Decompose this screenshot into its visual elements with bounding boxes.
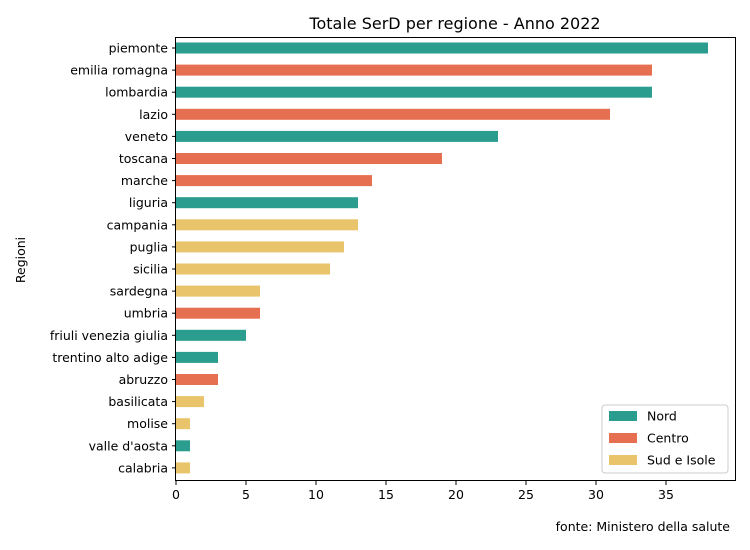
legend-swatch: [609, 455, 637, 465]
bar-1: [176, 64, 652, 76]
bar-9: [176, 241, 344, 253]
y-tick-label: sardegna: [110, 284, 168, 299]
y-tick-label: toscana: [119, 151, 168, 166]
bar-5: [176, 153, 442, 164]
bars-layer: [176, 42, 708, 474]
y-tick-label: trentino alto adige: [52, 350, 168, 365]
x-tick-label: 30: [588, 487, 604, 502]
legend-label: Nord: [647, 409, 677, 424]
x-tick-label: 20: [448, 487, 464, 502]
bar-7: [176, 197, 358, 209]
y-tick-label: molise: [127, 416, 168, 431]
x-tick-label: 10: [308, 487, 324, 502]
y-tick-label: lazio: [139, 107, 168, 122]
y-tick-label: umbria: [124, 306, 168, 321]
y-tick-label: marche: [121, 173, 168, 188]
bar-14: [176, 351, 218, 363]
x-tick-labels: 0 5 10 15 20 25 30 35: [172, 481, 674, 502]
x-tick-label: 25: [518, 487, 534, 502]
x-tick-label: 5: [242, 487, 250, 502]
bar-6: [176, 175, 372, 187]
bar-3: [176, 108, 610, 120]
bar-19: [176, 462, 190, 474]
y-tick-label: basilicata: [108, 394, 168, 409]
bar-4: [176, 130, 498, 142]
y-tick-label: emilia romagna: [70, 63, 168, 78]
bar-8: [176, 219, 358, 231]
y-axis-label: Regioni: [13, 237, 28, 283]
legend-label: Sud e Isole: [647, 453, 716, 468]
bar-16: [176, 396, 204, 408]
legend-label: Centro: [647, 431, 689, 446]
x-tick-label: 15: [378, 487, 394, 502]
y-tick-label: friuli venezia giulia: [50, 328, 168, 343]
source-note: fonte: Ministero della salute: [555, 519, 730, 534]
bar-15: [176, 374, 218, 385]
bar-10: [176, 263, 330, 275]
y-tick-label: puglia: [130, 239, 168, 254]
y-tick-label: valle d'aosta: [89, 438, 168, 453]
bar-18: [176, 440, 190, 452]
legend-swatch: [609, 411, 637, 421]
bar-2: [176, 86, 652, 98]
y-tick-label: calabria: [118, 460, 168, 475]
bar-17: [176, 418, 190, 430]
bar-12: [176, 307, 260, 319]
bar-11: [176, 285, 260, 297]
bar-0: [176, 42, 708, 54]
y-tick-label: piemonte: [109, 41, 169, 56]
x-tick-label: 0: [172, 487, 180, 502]
legend-swatch: [609, 433, 637, 443]
y-tick-label: veneto: [125, 129, 168, 144]
x-tick-label: 35: [658, 487, 674, 502]
legend: Nord Centro Sud e Isole: [601, 404, 729, 474]
y-tick-label: sicilia: [133, 262, 168, 277]
bar-13: [176, 329, 246, 341]
y-tick-label: campania: [107, 217, 168, 232]
y-tick-label: abruzzo: [119, 372, 168, 387]
plot-frame: [175, 37, 736, 481]
y-tick-label: liguria: [129, 195, 168, 210]
y-tick-labels: piemonte emilia romagna lombardia lazio vene…: [50, 41, 176, 475]
y-tick-label: lombardia: [105, 85, 168, 100]
chart-title: Totale SerD per regione - Anno 2022: [308, 14, 600, 33]
